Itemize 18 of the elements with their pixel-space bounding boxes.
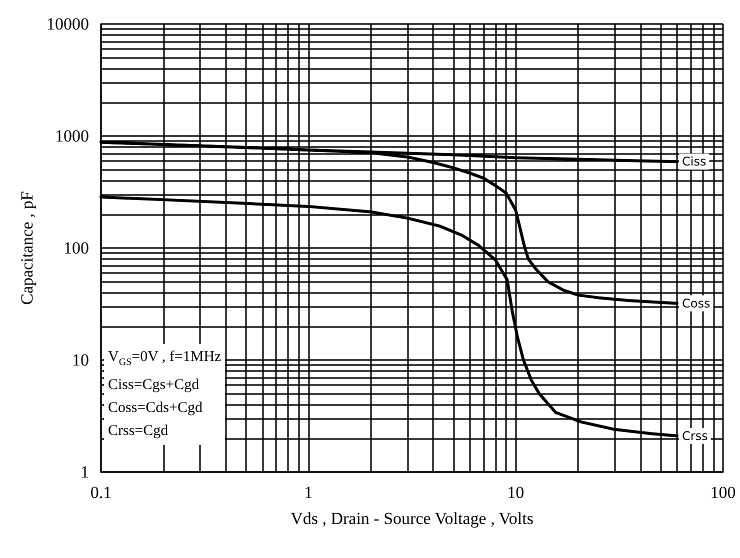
x-tick-label: 10 bbox=[507, 483, 524, 502]
annotation: Coss=Cds+Cgd bbox=[108, 400, 202, 416]
y-tick-label: 100 bbox=[64, 238, 89, 258]
x-tick-label: 1 bbox=[304, 483, 313, 502]
y-tick-label: 1 bbox=[80, 462, 89, 482]
series-label: Crss bbox=[682, 428, 708, 443]
x-axis-title: Vds , Drain - Source Voltage , Volts bbox=[290, 509, 534, 528]
x-tick-label: 100 bbox=[710, 483, 736, 502]
series-label: Ciss bbox=[682, 154, 706, 169]
y-axis-title: Capacitance , pF bbox=[18, 191, 37, 305]
annotation: Crss=Cgd bbox=[108, 423, 168, 439]
y-tick-label: 1000 bbox=[55, 126, 89, 146]
annotation: V$_{GS}$=0V , f=1MHz bbox=[108, 349, 222, 368]
y-tick-label: 10000 bbox=[46, 14, 89, 34]
x-tick-label: 0.1 bbox=[90, 483, 112, 502]
annotation: Ciss=Cgs+Cgd bbox=[108, 377, 200, 393]
y-tick-label: 10 bbox=[72, 350, 89, 370]
series-label: Coss bbox=[682, 296, 710, 310]
